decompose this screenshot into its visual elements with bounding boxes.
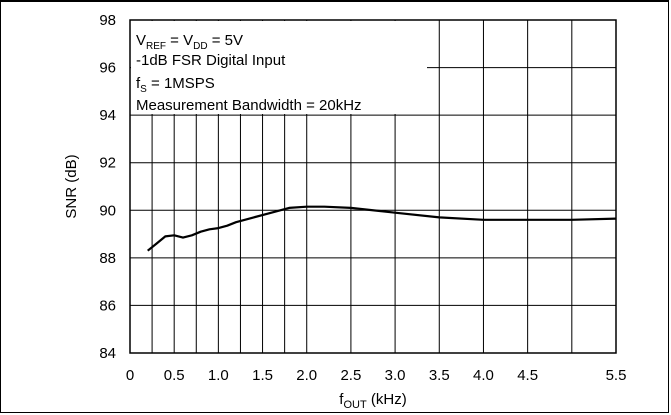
x-axis-label: fOUT (kHz) — [339, 391, 406, 411]
x-tick-label: 0 — [126, 367, 134, 384]
y-tick-label: 92 — [99, 155, 116, 172]
annotation-background — [131, 21, 427, 114]
y-tick-label: 88 — [99, 250, 116, 267]
axis-labels: SNR (dB) fOUT (kHz) — [63, 154, 407, 411]
annotation-line: Measurement Bandwidth = 20kHz — [136, 97, 362, 114]
y-axis-label: SNR (dB) — [63, 154, 80, 218]
x-tick-label: 0.5 — [164, 367, 185, 384]
annotation-line: fS = 1MSPS — [136, 75, 215, 95]
axes: 84 86 88 90 92 94 96 98 0 0.5 1.0 1.5 2.0 2.5 3.0 3.5 4.… — [99, 12, 626, 384]
x-tick-label: 2.0 — [296, 367, 317, 384]
x-tick-label: 5.5 — [606, 367, 627, 384]
series — [147, 205, 617, 252]
x-tick-label: 3.0 — [385, 367, 406, 384]
y-tick-label: 96 — [99, 60, 116, 77]
y-tick-label: 98 — [99, 12, 116, 29]
x-tick-label: 1.5 — [252, 367, 273, 384]
x-tick-label: 2.5 — [340, 367, 361, 384]
annotation-box: VREF = VDD = 5V-1dB FSR Digital Input fS … — [131, 21, 427, 114]
x-tick-label: 1.0 — [208, 367, 229, 384]
x-tick-label: 3.5 — [429, 367, 450, 384]
series-line — [147, 205, 617, 252]
annotation-line: VREF = VDD = 5V — [136, 32, 243, 52]
y-tick-label: 86 — [99, 297, 116, 314]
x-tick-label: 4.5 — [517, 367, 538, 384]
y-tick-label: 90 — [99, 202, 116, 219]
y-tick-label: 84 — [99, 345, 116, 362]
x-tick-label: 4.0 — [473, 367, 494, 384]
annotation-line: -1dB FSR Digital Input — [136, 52, 286, 69]
y-tick-label: 94 — [99, 107, 116, 124]
plot-area-border — [129, 19, 617, 354]
